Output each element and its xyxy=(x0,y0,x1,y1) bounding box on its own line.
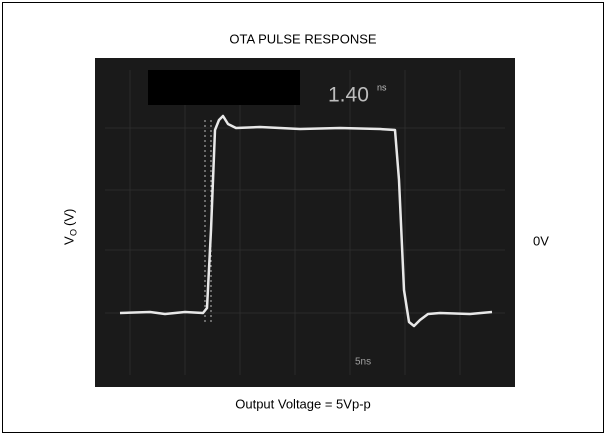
caption: Output Voltage = 5Vp-p xyxy=(235,396,371,411)
screen-background xyxy=(95,58,515,387)
waveform xyxy=(119,114,493,328)
scope-screen: 1.40 ns 5ns xyxy=(95,58,515,387)
readout-unit: ns xyxy=(377,82,387,92)
label-mask xyxy=(148,70,300,105)
figure-title: OTA PULSE RESPONSE xyxy=(229,31,376,46)
readout-value: 1.40 xyxy=(328,84,369,107)
y-label-sub: O xyxy=(68,229,78,236)
zero-level-label: 0V xyxy=(533,233,549,248)
timebase: 5ns xyxy=(355,357,371,368)
y-axis-label: V O (V) xyxy=(61,209,78,245)
screen-grid xyxy=(105,70,505,375)
y-label-main: V xyxy=(61,236,76,245)
y-label-unit: (V) xyxy=(61,209,76,226)
